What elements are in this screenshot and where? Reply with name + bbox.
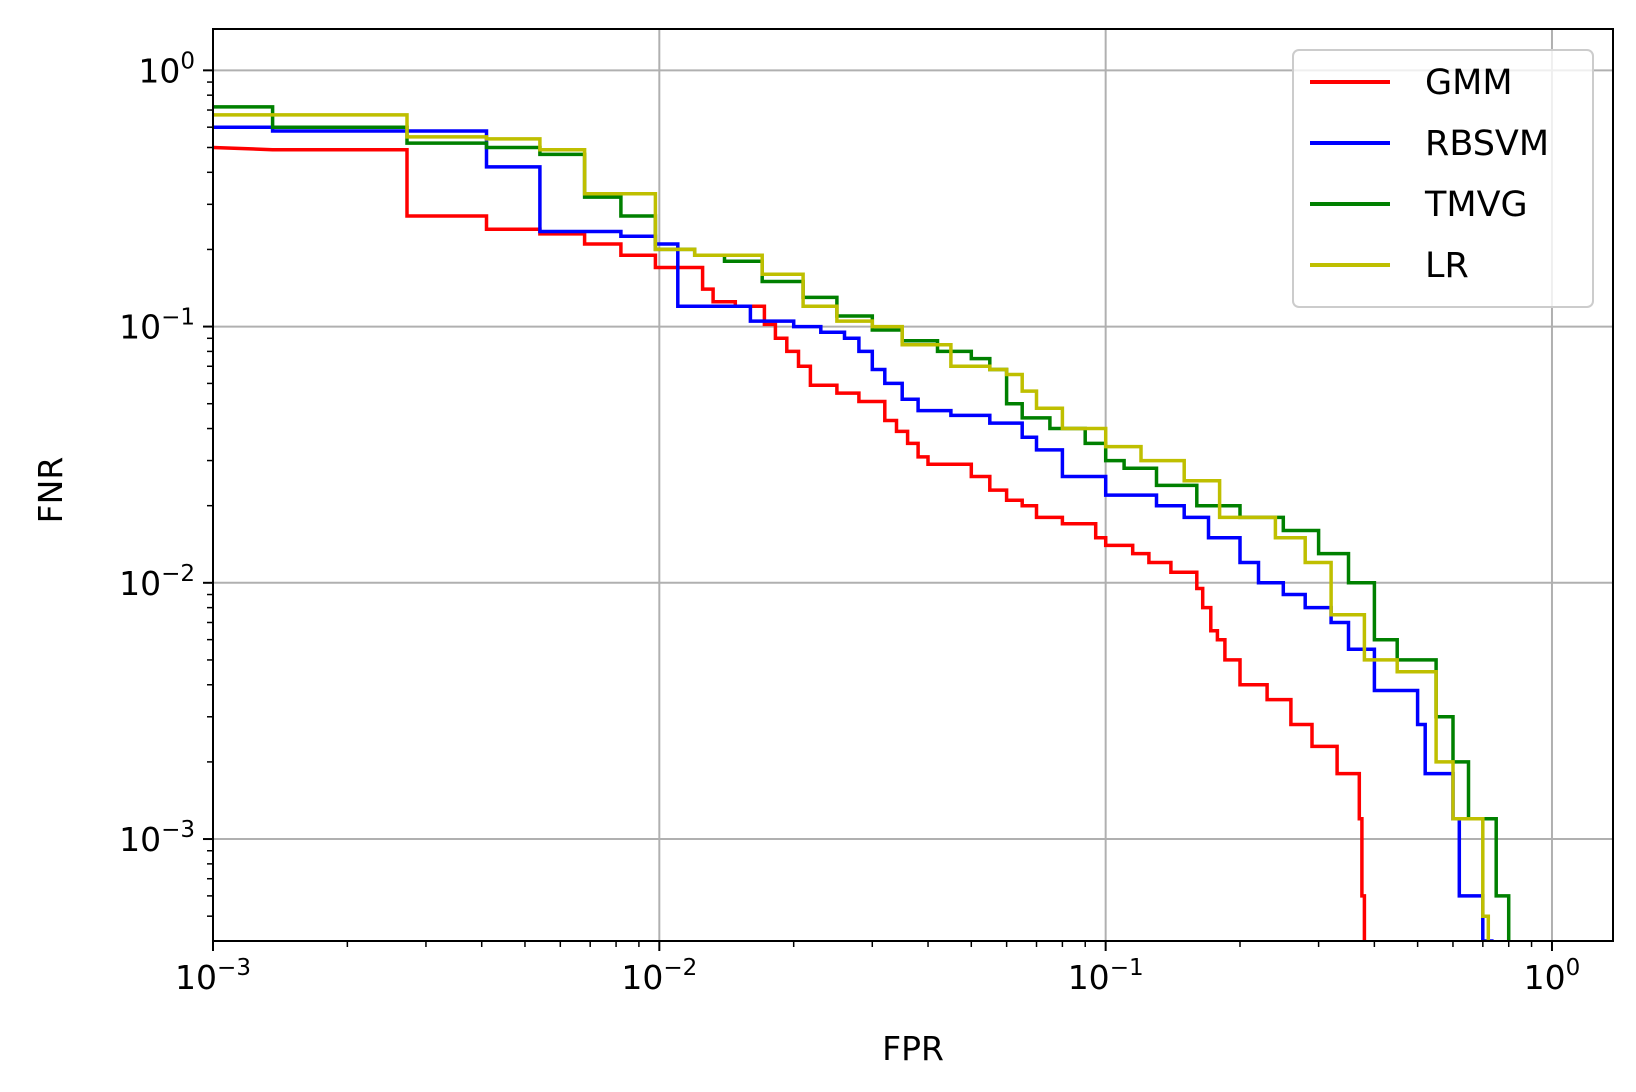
y-tick-label: 10−2	[119, 561, 195, 603]
legend-box	[1292, 49, 1594, 308]
y-tick-label: 10−3	[119, 817, 195, 859]
y-tick-exponent: −1	[161, 305, 195, 331]
x-tick-label: 10−2	[621, 955, 697, 997]
y-tick-base: 10	[119, 308, 161, 347]
legend-label-gmm: GMM	[1425, 63, 1513, 103]
legend-label-lr: LR	[1425, 246, 1469, 286]
x-axis-label: FPR	[882, 1029, 944, 1068]
x-tick-label: 10−1	[1068, 955, 1144, 997]
y-tick-base: 10	[119, 820, 161, 859]
y-tick-label: 10−1	[119, 305, 195, 347]
x-tick-base: 10	[621, 958, 663, 997]
y-tick-base: 10	[138, 51, 180, 90]
series-group	[213, 105, 1511, 941]
plot-frame	[212, 28, 1614, 942]
legend-label-tmvg: TMVG	[1424, 185, 1528, 225]
series-line-gmm	[213, 145, 1367, 941]
x-tick-label: 10−3	[175, 955, 251, 997]
x-tick-exponent: −3	[217, 955, 251, 981]
y-tick-label: 100	[138, 48, 195, 90]
x-tick-base: 10	[1524, 958, 1566, 997]
major-ticks	[203, 69, 1553, 951]
x-tick-base: 10	[175, 958, 217, 997]
y-tick-exponent: −3	[161, 817, 195, 843]
x-tick-label: 100	[1524, 955, 1581, 997]
series-line-tmvg	[213, 105, 1511, 941]
y-tick-base: 10	[119, 564, 161, 603]
y-axis-label: FNR	[31, 457, 70, 524]
series-line-lr	[213, 113, 1491, 941]
legend: GMM RBSVM TMVG LR	[1292, 49, 1594, 308]
x-tick-exponent: 0	[1566, 955, 1581, 981]
x-tick-labels: 10−3 10−2 10−1 100	[175, 955, 1580, 997]
legend-label-rbsvm: RBSVM	[1425, 124, 1549, 164]
x-tick-base: 10	[1068, 958, 1110, 997]
x-tick-exponent: −1	[1110, 955, 1144, 981]
y-tick-exponent: 0	[180, 48, 195, 74]
y-tick-exponent: −2	[161, 561, 195, 587]
x-tick-exponent: −2	[663, 955, 697, 981]
series-line-rbsvm	[213, 125, 1494, 941]
